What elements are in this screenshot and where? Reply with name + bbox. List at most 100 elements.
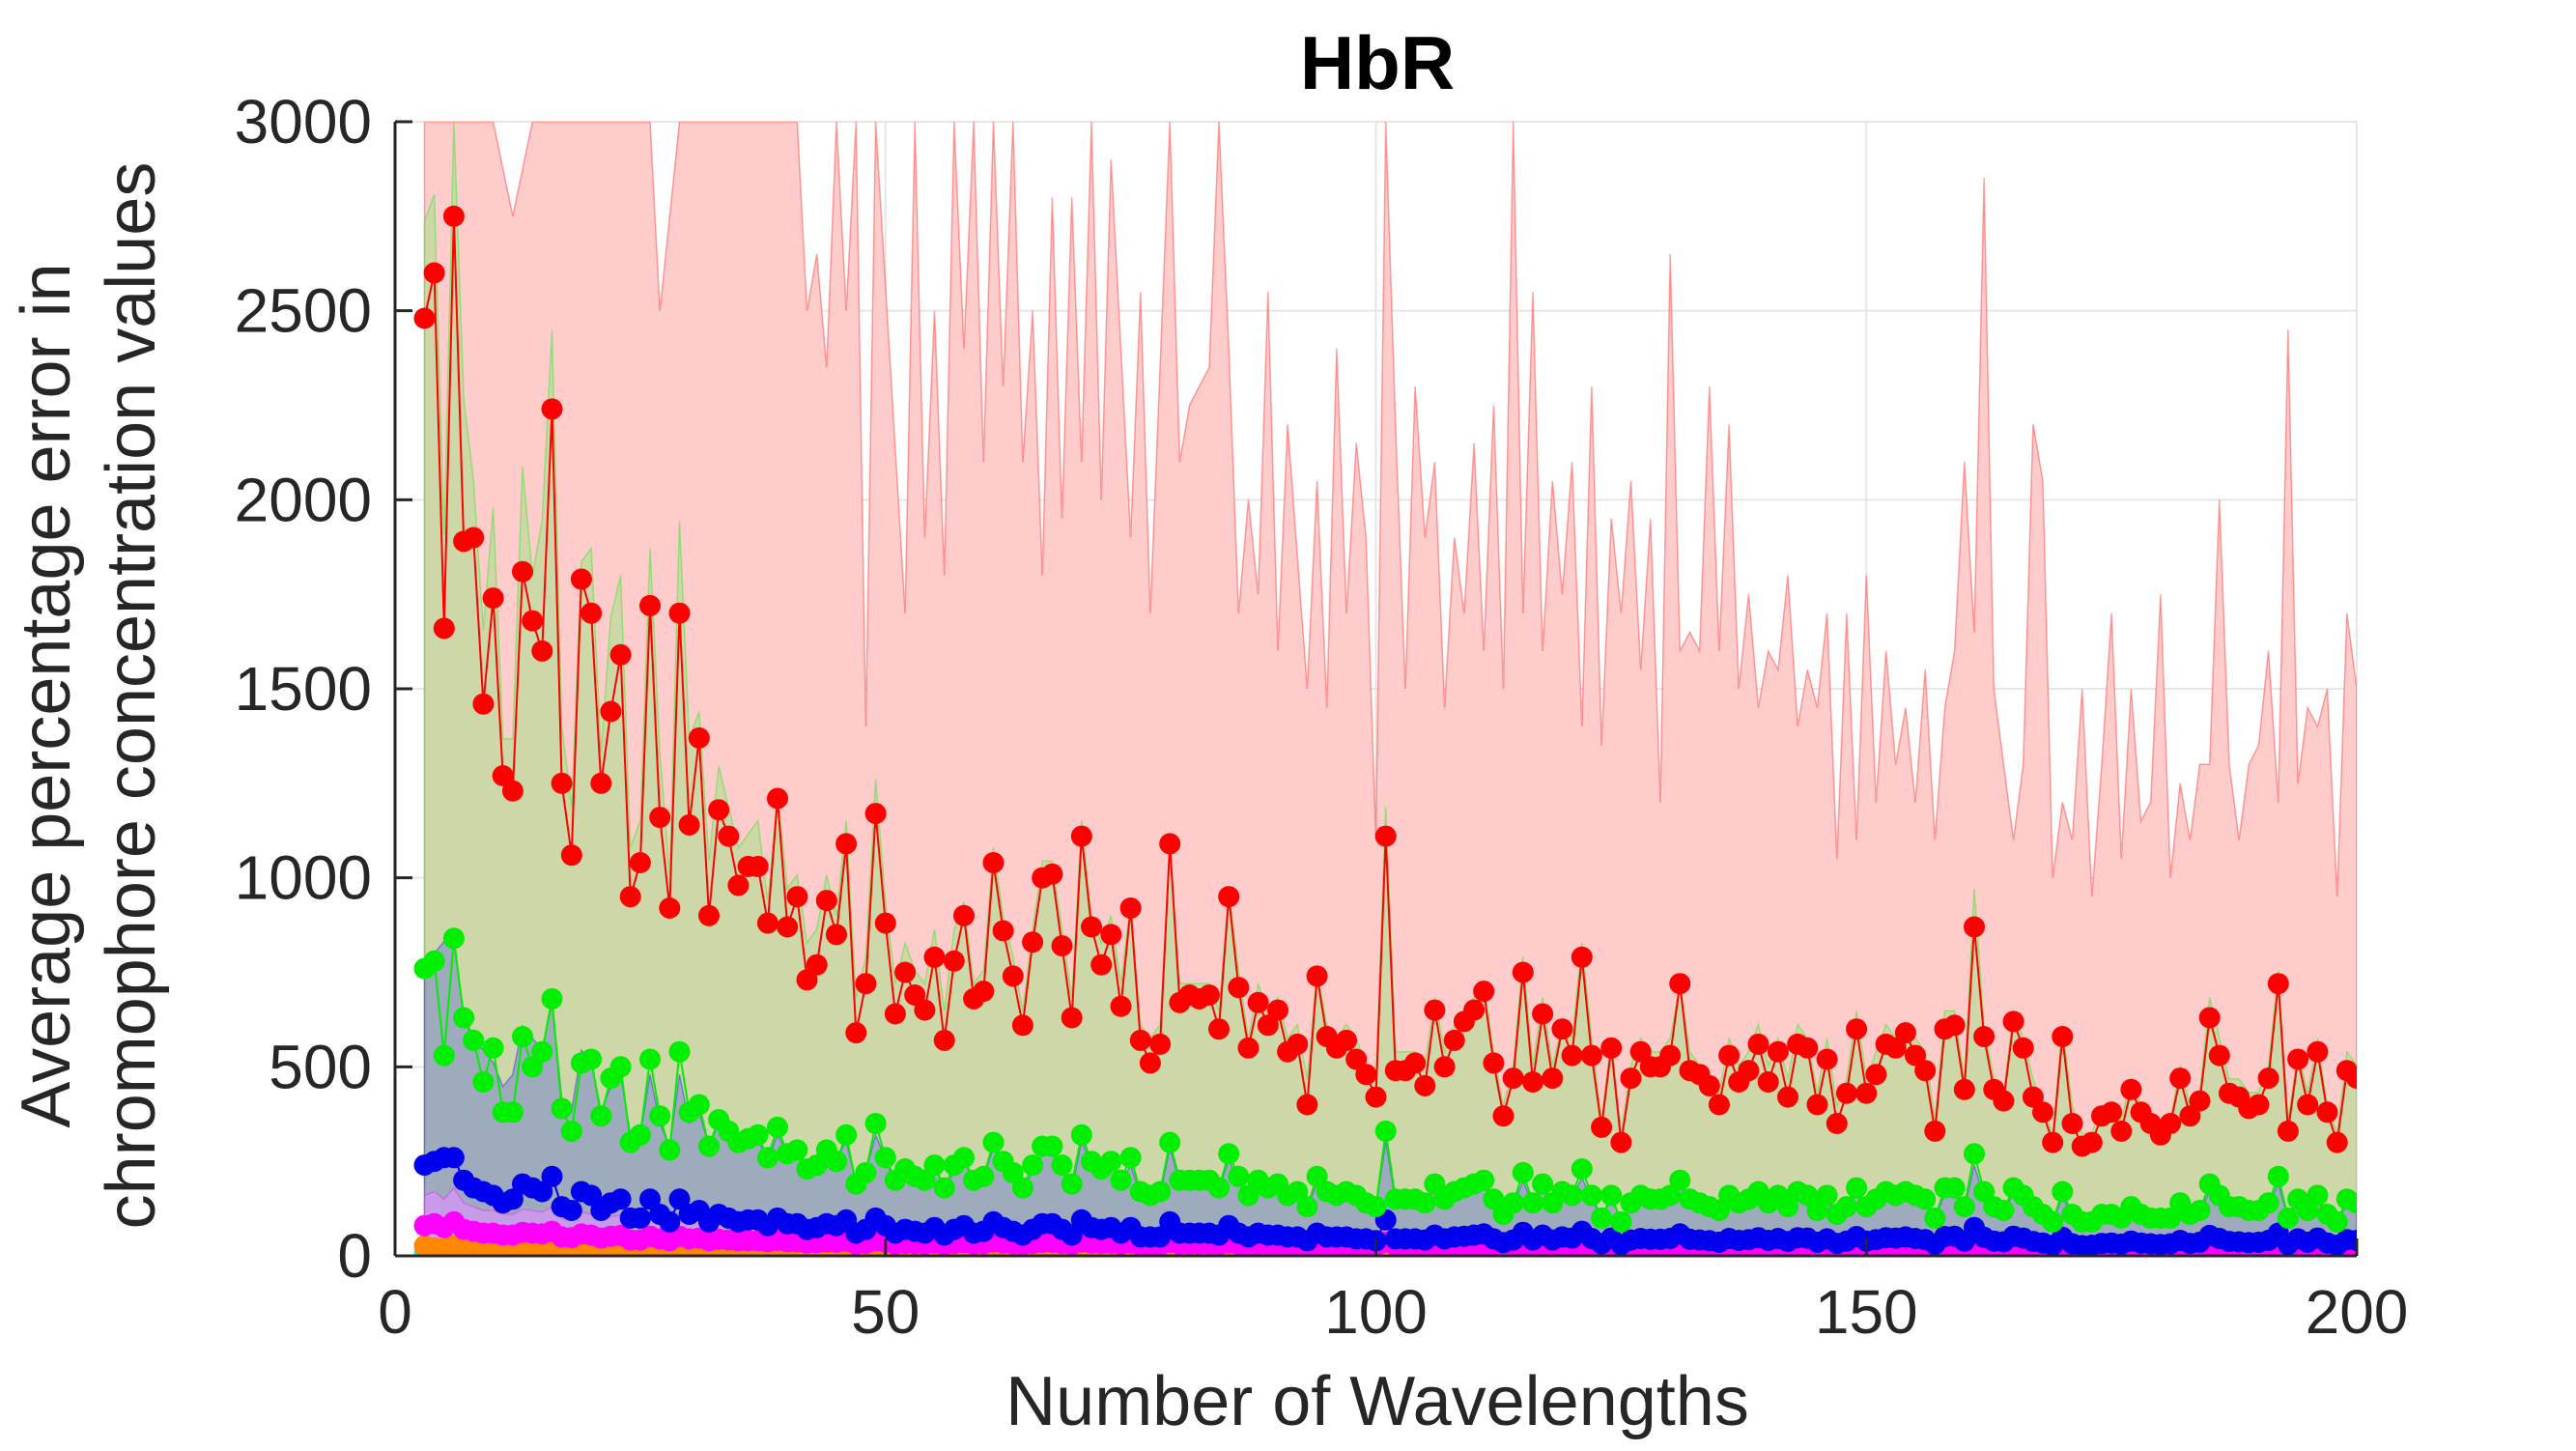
data-point (2032, 1101, 2053, 1124)
data-point (953, 1147, 975, 1169)
data-point (1718, 1044, 1741, 1067)
data-point (1404, 1052, 1427, 1074)
data-point (1100, 1151, 1122, 1173)
data-point (1237, 1184, 1260, 1207)
data-point (864, 803, 887, 825)
data-point (629, 852, 651, 873)
data-point (1119, 897, 1142, 919)
y-axis-title-group: Average percentage error in chromophore … (8, 162, 170, 1230)
data-point (433, 617, 455, 640)
data-point (2267, 1165, 2289, 1187)
data-point (668, 1188, 691, 1210)
data-point (639, 594, 661, 616)
data-point (1051, 935, 1073, 957)
data-point (2081, 1131, 2103, 1153)
data-point (1806, 1094, 1828, 1116)
data-point (884, 1003, 906, 1025)
data-point (1237, 1037, 1260, 1059)
data-point (1826, 1113, 1848, 1134)
data-point (2287, 1048, 2309, 1070)
data-point (1708, 1200, 1730, 1221)
data-point (2297, 1200, 2319, 1221)
data-point (1061, 1173, 1083, 1195)
data-point (767, 787, 788, 810)
data-point (609, 1188, 632, 1210)
data-point (826, 924, 847, 946)
data-point (1002, 1161, 1024, 1183)
data-point (531, 1181, 553, 1203)
data-point (1580, 1184, 1602, 1207)
data-point (933, 1029, 955, 1051)
data-point (1924, 1120, 1946, 1142)
data-point (1100, 924, 1122, 946)
x-tick-label: 200 (2306, 1277, 2409, 1347)
data-point (756, 912, 778, 934)
data-point (855, 1161, 877, 1183)
data-point (1433, 1056, 1456, 1078)
data-point (826, 1151, 847, 1173)
data-point (442, 927, 465, 950)
data-point (1149, 1033, 1172, 1055)
data-point (1414, 1074, 1436, 1096)
chart-title: HbR (1300, 20, 1455, 105)
data-point (2346, 1230, 2357, 1251)
data-point (2346, 1192, 2357, 1214)
data-point (1011, 1014, 1033, 1037)
data-point (914, 1169, 936, 1191)
x-tick-label: 0 (378, 1277, 412, 1347)
data-point (1443, 1029, 1465, 1051)
data-point (1149, 1226, 1172, 1248)
data-point (1345, 1048, 1368, 1070)
data-point (1659, 1044, 1682, 1067)
data-point (659, 1139, 681, 1161)
data-point (806, 953, 828, 976)
data-point (1973, 1181, 1996, 1203)
data-point (570, 568, 592, 590)
data-point (1365, 1196, 1387, 1218)
data-point (678, 813, 700, 836)
data-point (756, 1147, 778, 1169)
data-point (1483, 1052, 1505, 1074)
data-point (1620, 1067, 1642, 1090)
data-point (1571, 1158, 1593, 1180)
data-point (453, 1007, 475, 1029)
data-point (492, 765, 514, 786)
data-point (1041, 1135, 1063, 1157)
data-point (1924, 1207, 1946, 1229)
data-point (1698, 1074, 1720, 1096)
data-point (2277, 1120, 2299, 1142)
data-point (855, 973, 877, 995)
series-markers-2 (413, 1147, 2357, 1256)
data-point (580, 602, 603, 624)
data-point (482, 1037, 504, 1059)
data-point (1512, 961, 1534, 983)
data-point (874, 912, 896, 934)
data-point (1090, 953, 1113, 976)
data-point (2002, 1010, 2024, 1033)
series-markers-1 (413, 927, 2357, 1233)
data-point (777, 916, 799, 938)
data-point (609, 643, 632, 666)
data-point (982, 1131, 1005, 1153)
data-point (973, 1165, 995, 1187)
data-point (1374, 1120, 1397, 1142)
data-point (1070, 1124, 1092, 1146)
data-point (2297, 1094, 2319, 1116)
data-point (1228, 1165, 1250, 1187)
data-point (973, 981, 995, 1003)
data-point (933, 1177, 955, 1199)
data-point (1777, 1196, 1798, 1218)
data-point (1600, 1037, 1623, 1059)
data-point (1669, 1169, 1691, 1191)
data-point (1835, 1082, 1857, 1104)
data-point (1738, 1060, 1760, 1082)
data-point (2012, 1037, 2034, 1059)
data-point (649, 807, 671, 829)
data-point (2042, 1131, 2064, 1153)
data-point (1041, 863, 1063, 885)
data-point (1149, 1181, 1172, 1203)
data-point (1669, 973, 1691, 995)
data-point (786, 886, 808, 908)
data-point (501, 780, 524, 802)
data-point (1208, 1018, 1230, 1040)
